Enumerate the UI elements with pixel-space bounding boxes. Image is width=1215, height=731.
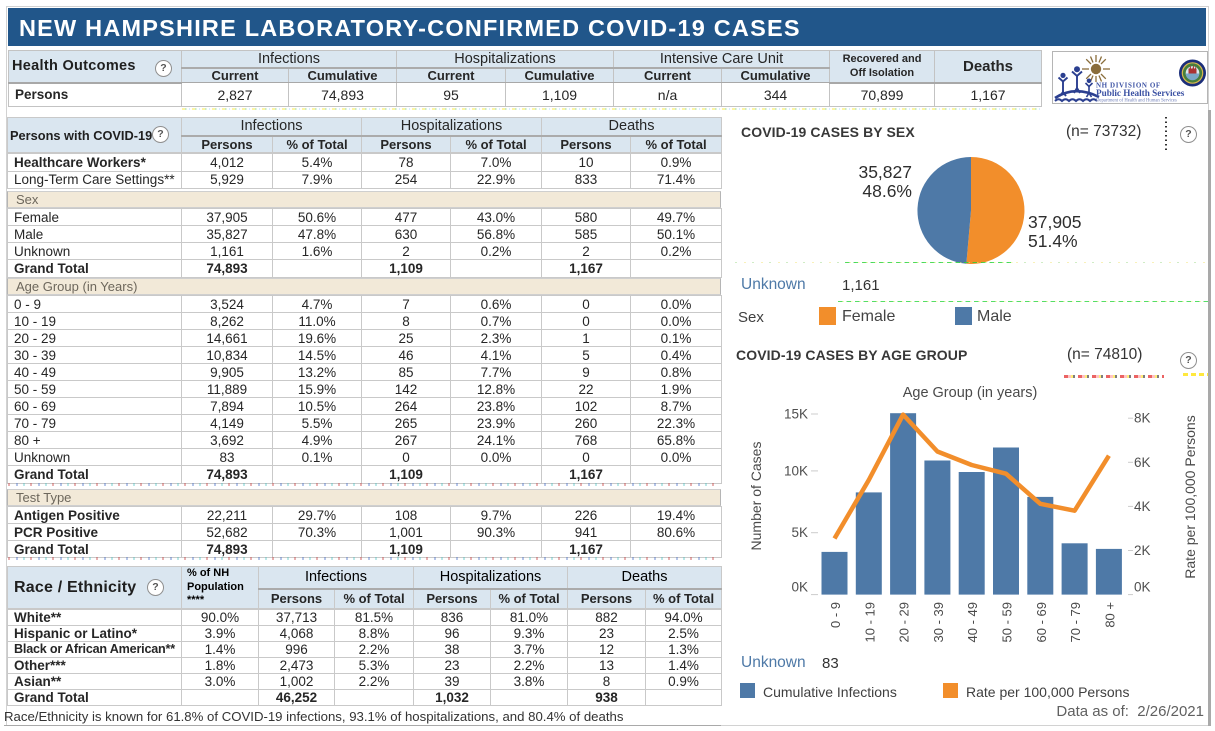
svg-text:50 - 59: 50 - 59	[1000, 602, 1015, 642]
svg-text:70 - 79: 70 - 79	[1068, 602, 1083, 642]
svg-text:20 - 29: 20 - 29	[897, 602, 912, 642]
svg-text:0K: 0K	[791, 580, 808, 595]
svg-text:4K: 4K	[1134, 499, 1151, 514]
svg-text:10K: 10K	[784, 463, 808, 478]
svg-text:15K: 15K	[784, 407, 808, 422]
svg-text:5K: 5K	[791, 525, 808, 540]
svg-text:10 - 19: 10 - 19	[862, 602, 877, 642]
svg-text:NH DIVISION OF: NH DIVISION OF	[1096, 82, 1161, 90]
svg-text:80 +: 80 +	[1102, 602, 1117, 628]
svg-text:Age Group (in years): Age Group (in years)	[903, 385, 1038, 401]
svg-text:60 - 69: 60 - 69	[1034, 602, 1049, 642]
svg-text:6K: 6K	[1134, 455, 1151, 470]
svg-text:Public Health Services: Public Health Services	[1096, 88, 1185, 98]
svg-text:2K: 2K	[1134, 543, 1151, 558]
svg-text:8K: 8K	[1134, 411, 1151, 426]
svg-text:0K: 0K	[1134, 580, 1151, 595]
svg-text:40 - 49: 40 - 49	[965, 602, 980, 642]
svg-text:Rate per 100,000 Persons: Rate per 100,000 Persons	[1182, 415, 1198, 578]
svg-text:0 - 9: 0 - 9	[828, 602, 843, 628]
svg-text:30 - 39: 30 - 39	[931, 602, 946, 642]
svg-text:Number of Cases: Number of Cases	[748, 442, 764, 551]
svg-text:Department of Health and Human: Department of Health and Human Services	[1096, 99, 1177, 104]
